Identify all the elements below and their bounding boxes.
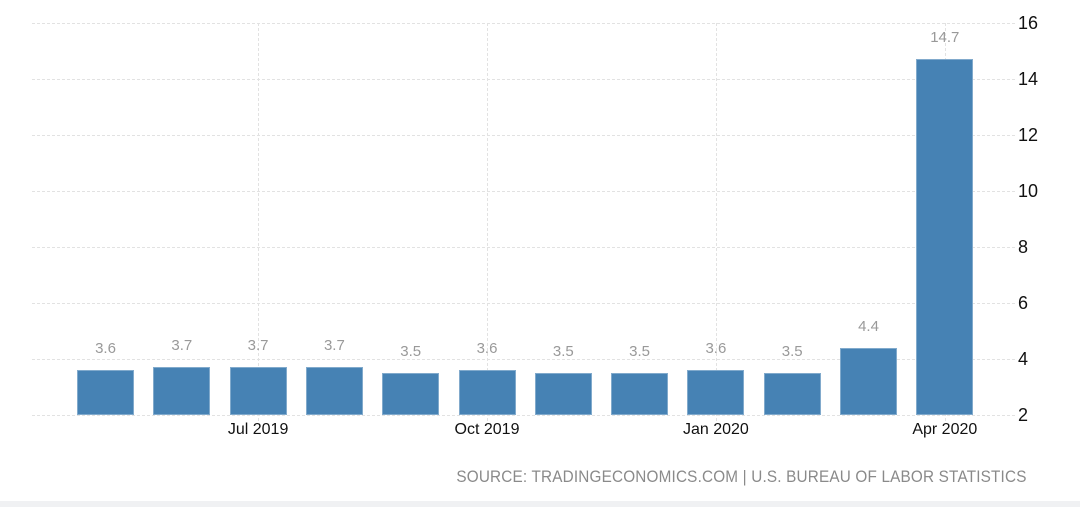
y-axis-tick-label: 10	[1018, 181, 1039, 201]
bar-value-label: 3.5	[629, 343, 651, 360]
bar-4[interactable]	[382, 373, 440, 415]
bar-value-label: 14.7	[930, 29, 960, 47]
bar-value-label: 3.7	[171, 337, 193, 355]
y-axis-tick-label: 8	[1018, 237, 1029, 257]
y-axis-tick-label: 16	[1018, 13, 1039, 33]
y-gridline	[32, 359, 1015, 360]
bar-value-label: 3.7	[323, 337, 345, 355]
y-gridline	[32, 135, 1015, 136]
bar-value-label: 3.5	[552, 343, 574, 360]
bottom-divider	[0, 501, 1080, 507]
bar-value-label: 4.4	[858, 317, 879, 335]
bar-10[interactable]	[840, 347, 897, 415]
y-gridline	[32, 79, 1015, 80]
bar-value-label: 3.6	[95, 340, 116, 358]
x-gridline	[487, 23, 488, 421]
bar-6[interactable]	[534, 373, 592, 415]
y-axis-tick-label: 2	[1018, 405, 1029, 425]
bar-value-label: 3.5	[781, 343, 803, 360]
bar-0[interactable]	[77, 370, 134, 415]
bar-2[interactable]	[229, 367, 287, 415]
y-gridline	[32, 303, 1015, 304]
x-gridline	[258, 23, 260, 421]
y-gridline	[32, 415, 1015, 416]
bar-value-label: 3.6	[705, 340, 727, 358]
bar-1[interactable]	[153, 367, 211, 415]
x-axis-tick-label: Oct 2019	[454, 421, 520, 438]
bar-3[interactable]	[305, 367, 363, 415]
bar-11[interactable]	[916, 59, 974, 415]
bar-8[interactable]	[687, 370, 745, 415]
x-gridline	[715, 23, 717, 421]
x-axis-tick-label: Jul 2019	[227, 421, 289, 438]
y-gridline	[32, 23, 1015, 24]
y-axis-tick-label: 14	[1018, 69, 1039, 89]
x-axis-tick-label: Apr 2020	[912, 421, 978, 438]
bar-value-label: 3.7	[247, 337, 269, 355]
bar-value-label: 3.6	[476, 340, 498, 358]
y-axis-tick-label: 12	[1018, 125, 1039, 145]
y-gridline	[32, 191, 1015, 192]
bar-value-label: 3.5	[400, 343, 422, 360]
y-axis-tick-label: 6	[1018, 293, 1029, 313]
y-axis-tick-label: 4	[1018, 349, 1029, 369]
y-gridline	[32, 247, 1015, 248]
bar-5[interactable]	[458, 370, 516, 415]
bar-9[interactable]	[763, 373, 821, 415]
bar-7[interactable]	[611, 373, 669, 415]
source-attribution: SOURCE: TRADINGECONOMICS.COM | U.S. BURE…	[456, 467, 1027, 486]
x-axis-tick-label: Jan 2020	[682, 421, 749, 438]
